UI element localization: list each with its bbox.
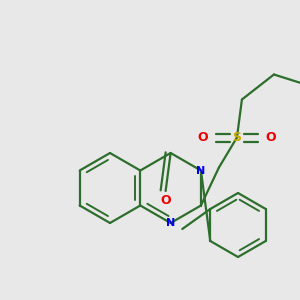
Text: N: N xyxy=(196,166,206,176)
Text: S: S xyxy=(232,131,242,144)
Text: N: N xyxy=(166,218,175,228)
Text: O: O xyxy=(266,131,276,144)
Text: O: O xyxy=(198,131,208,144)
Text: O: O xyxy=(160,194,171,208)
